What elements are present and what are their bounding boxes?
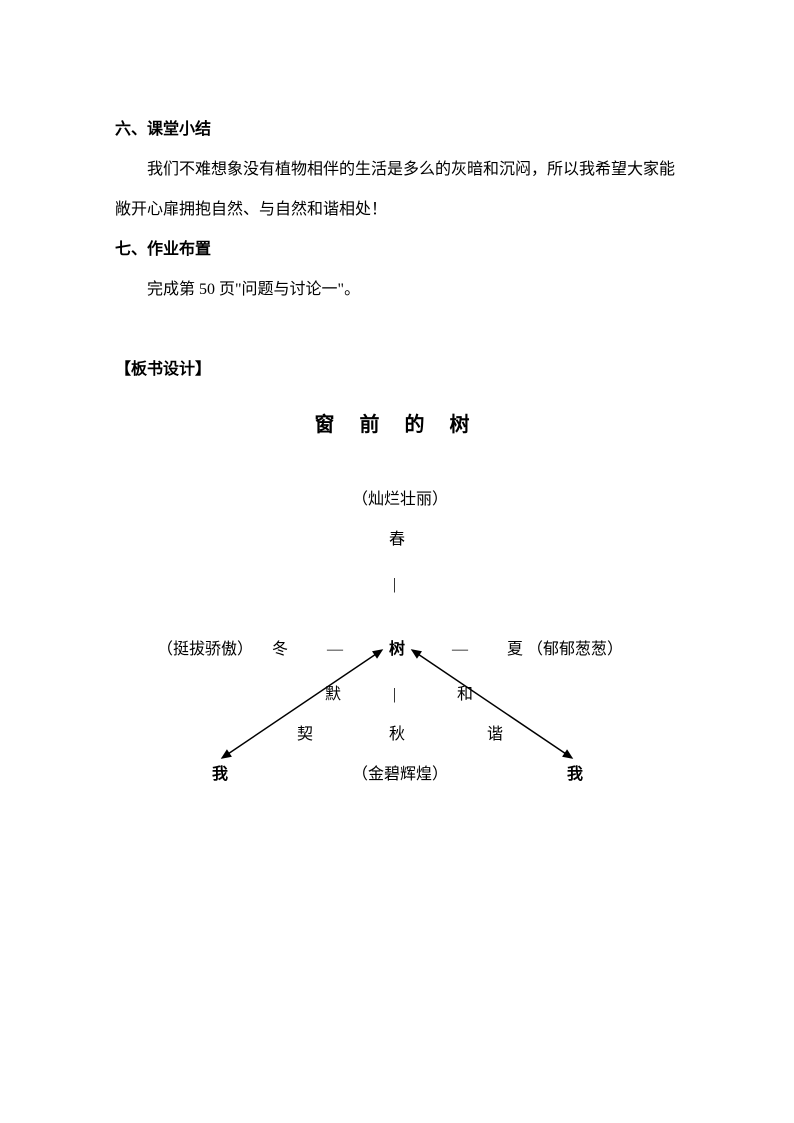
winter-label: （挺拔骄傲） [157,630,253,670]
section-6-heading: 六、课堂小结 [115,110,679,150]
section-6-paragraph: 我们不难想象没有植物相伴的生活是多么的灰暗和沉闷，所以我希望大家能敞开心扉拥抱自… [115,150,679,230]
vertical-bar-2: | [393,675,396,715]
board-design-heading: 【板书设计】 [115,350,679,390]
spring-label: （灿烂壮丽） [352,480,448,520]
dash-left: ― [327,630,343,670]
me-left-node: 我 [212,755,228,795]
summer-node: 夏 [507,630,523,670]
xie-text: 谐 [487,715,503,755]
section-7-heading: 七、作业布置 [115,230,679,270]
autumn-node: 秋 [389,715,405,755]
summer-label: （郁郁葱葱） [527,630,623,670]
me-right-node: 我 [567,755,583,795]
he-text: 和 [457,675,473,715]
spring-node: 春 [389,520,405,560]
vertical-bar-1: | [393,565,396,605]
tree-center-node: 树 [389,630,405,670]
mo-text: 默 [325,675,341,715]
diagram-title: 窗 前 的 树 [115,400,679,450]
tree-diagram: （灿烂壮丽） 春 | （挺拔骄傲） 冬 ― 树 ― 夏 （郁郁葱葱） 默 | 和… [117,480,677,820]
qi-text: 契 [297,715,313,755]
section-7-paragraph: 完成第 50 页"问题与讨论一"。 [115,270,679,310]
autumn-label: （金碧辉煌） [352,755,448,795]
winter-node: 冬 [272,630,288,670]
dash-right: ― [452,630,468,670]
